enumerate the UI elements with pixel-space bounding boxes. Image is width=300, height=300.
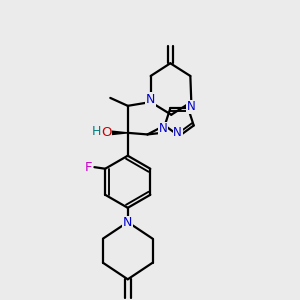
Text: F: F (85, 161, 92, 174)
Text: N: N (173, 126, 182, 139)
Text: H: H (91, 125, 101, 138)
Polygon shape (108, 131, 128, 135)
Text: N: N (123, 216, 133, 229)
Text: N: N (146, 93, 155, 106)
Text: N: N (159, 122, 167, 135)
Text: N: N (187, 100, 196, 113)
Text: O: O (101, 126, 112, 139)
